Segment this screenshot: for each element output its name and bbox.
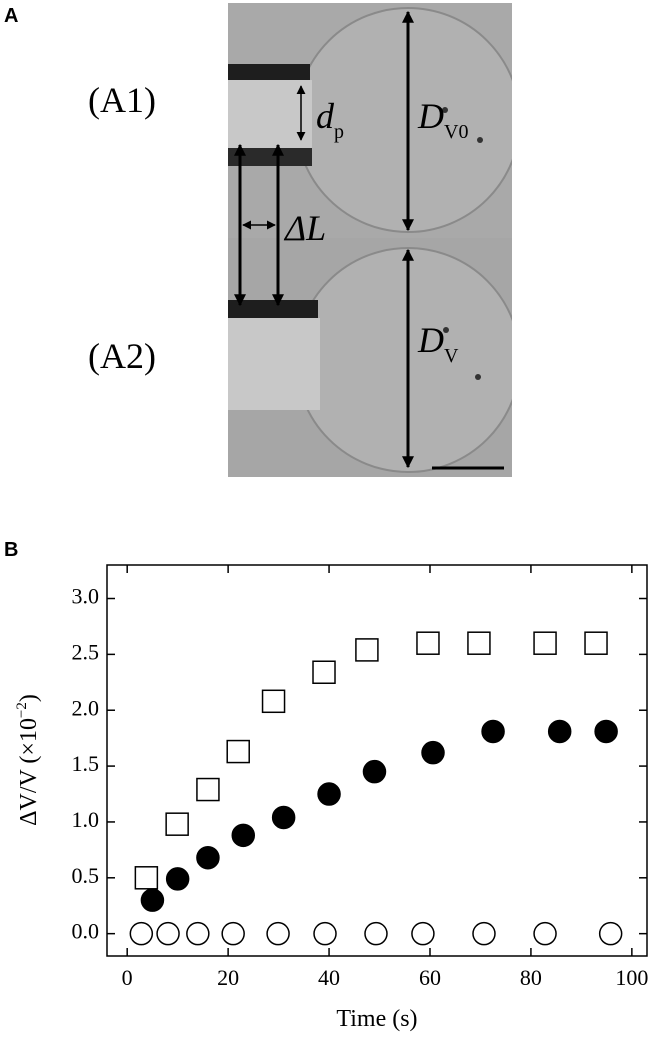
label-end: ) [16,694,42,702]
y-tick-label: 3.0 [72,584,100,609]
marker-square [165,812,189,836]
y-tick-label: 0.5 [72,863,100,888]
marker-circle [317,782,341,806]
panel-label: B [4,539,18,561]
label-sup: −2 [14,702,30,718]
image-label: dp [316,96,344,143]
image-label: DV [417,320,459,367]
y-tick-label: 1.0 [72,807,100,832]
marker-circle [196,845,220,870]
marker-square [312,660,336,684]
marker-circle [140,888,165,912]
marker-circle [472,921,496,946]
marker-square [196,777,220,802]
y-axis-label: ΔV/V (×10−2) [14,694,42,826]
marker-circle [421,740,445,765]
image-label: DV0 [417,96,468,143]
x-tick-label: 20 [217,965,239,990]
marker-square [584,631,608,655]
marker-circle [221,921,245,946]
marker-circle [411,921,435,946]
marker-square [533,631,557,655]
marker-circle [266,921,290,946]
label-sub: V [444,345,459,367]
image-label: (A2) [88,336,156,376]
image-label: ΔL [283,208,326,248]
plot-frame [106,564,648,957]
y-tick-label: 2.5 [72,639,100,664]
marker-circle [594,719,618,744]
marker-square [416,631,440,655]
label-sub: V0 [444,121,468,143]
label-main: D [417,320,444,360]
marker-circle [129,921,154,946]
label-sub: p [334,121,344,143]
label-main: d [316,96,335,136]
label-main: D [417,96,444,136]
marker-circle [547,719,572,744]
x-axis-label: Time (s) [336,1006,417,1032]
panel-label: A [4,5,18,27]
marker-circle [533,921,557,946]
label-main: ΔV/V (×10 [16,718,42,826]
x-tick-label: 60 [419,965,441,990]
marker-square [226,739,250,764]
marker-circle [364,921,388,946]
y-tick-label: 0.0 [72,919,100,944]
marker-square [134,866,159,890]
marker-circle [156,921,180,946]
marker-circle [362,759,387,784]
marker-square [355,638,379,662]
y-tick-label: 1.5 [72,751,100,776]
marker-circle [598,921,623,946]
x-tick-label: 40 [318,965,340,990]
x-tick-label: 100 [615,965,648,990]
marker-circle [165,867,190,891]
marker-circle [313,921,337,946]
marker-square [467,631,491,655]
marker-circle [481,719,505,744]
image-label: (A1) [88,80,156,120]
x-tick-label: 0 [122,965,133,990]
marker-circle [271,805,296,830]
marker-square [261,689,286,714]
marker-circle [231,823,256,848]
x-tick-label: 80 [520,965,542,990]
y-tick-label: 2.0 [72,695,100,720]
marker-circle [186,921,210,946]
micrograph [228,3,512,477]
